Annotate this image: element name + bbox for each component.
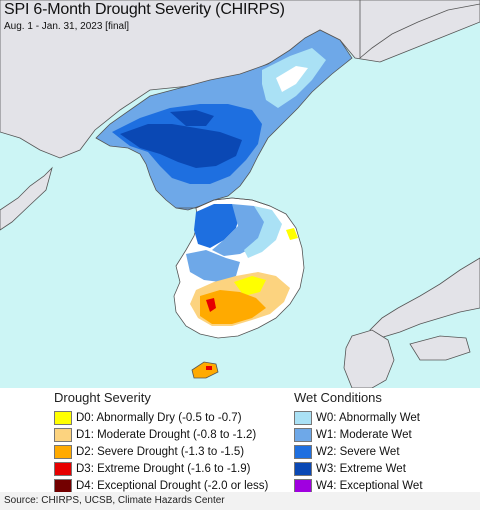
- legend-label: W1: Moderate Wet: [316, 428, 412, 441]
- land-russia: [359, 0, 480, 59]
- wet-legend: Wet Conditions W0: Abnormally Wet W1: Mo…: [294, 390, 423, 494]
- legend-swatch: [294, 427, 312, 442]
- legend-item-w1: W1: Moderate Wet: [294, 426, 423, 443]
- land-japan-honshu: [369, 257, 480, 339]
- legend-label: D3: Extreme Drought (-1.6 to -1.9): [76, 462, 251, 475]
- map-subtitle: Aug. 1 - Jan. 31, 2023 [final]: [4, 21, 130, 32]
- region-sk-central-wet: [186, 250, 240, 282]
- legend-label: D2: Severe Drought (-1.3 to -1.5): [76, 445, 245, 458]
- legend-swatch: [54, 410, 72, 425]
- legend-label: W4: Exceptional Wet: [316, 479, 423, 492]
- border-korea: [176, 197, 271, 209]
- legend-swatch: [54, 444, 72, 459]
- source-credit: Source: CHIRPS, UCSB, Climate Hazards Ce…: [4, 495, 225, 506]
- land-japan-kyushu: [343, 329, 395, 388]
- region-nk-normal: [276, 66, 308, 92]
- legend: Drought Severity D0: Abnormally Dry (-0.…: [0, 388, 480, 494]
- region-nk-extreme-wet-2: [170, 110, 214, 126]
- legend-swatch: [294, 478, 312, 493]
- region-sk-severe-wet: [194, 204, 240, 248]
- region-sk-severe-drought: [200, 290, 266, 324]
- drought-legend-heading: Drought Severity: [54, 390, 151, 405]
- legend-item-w4: W4: Exceptional Wet: [294, 477, 423, 494]
- region-nk-extreme-wet: [120, 124, 242, 168]
- map-title: SPI 6-Month Drought Severity (CHIRPS): [4, 1, 285, 18]
- region-sk-abnormally-wet: [244, 206, 282, 258]
- legend-label: D0: Abnormally Dry (-0.5 to -0.7): [76, 411, 242, 424]
- land-japan-shikoku: [409, 335, 471, 361]
- legend-label: W0: Abnormally Wet: [316, 411, 420, 424]
- legend-item-w0: W0: Abnormally Wet: [294, 409, 423, 426]
- legend-label: W3: Extreme Wet: [316, 462, 406, 475]
- legend-swatch: [294, 410, 312, 425]
- legend-swatch: [54, 427, 72, 442]
- region-sk-extreme-drought: [206, 298, 216, 312]
- drought-map: [0, 0, 480, 388]
- legend-swatch: [294, 461, 312, 476]
- region-jeju: [191, 361, 219, 379]
- legend-label: W2: Severe Wet: [316, 445, 400, 458]
- map-area: SPI 6-Month Drought Severity (CHIRPS) Au…: [0, 0, 480, 388]
- map-title-block: SPI 6-Month Drought Severity (CHIRPS) Au…: [4, 0, 285, 33]
- land-china-west: [0, 166, 53, 231]
- region-jeju-extreme: [206, 366, 212, 370]
- footer: Source: CHIRPS, UCSB, Climate Hazards Ce…: [0, 492, 480, 510]
- legend-label: D4: Exceptional Drought (-2.0 or less): [76, 479, 269, 492]
- legend-swatch: [294, 444, 312, 459]
- legend-label: D1: Moderate Drought (-0.8 to -1.2): [76, 428, 257, 441]
- legend-item-w2: W2: Severe Wet: [294, 443, 423, 460]
- legend-swatch: [54, 461, 72, 476]
- legend-item-d0: D0: Abnormally Dry (-0.5 to -0.7): [54, 409, 268, 426]
- region-sk-abnormally-dry: [234, 276, 266, 296]
- region-sk-abnormally-dry-east: [286, 228, 298, 240]
- drought-legend: Drought Severity D0: Abnormally Dry (-0.…: [54, 390, 268, 494]
- legend-item-d1: D1: Moderate Drought (-0.8 to -1.2): [54, 426, 268, 443]
- legend-item-d3: D3: Extreme Drought (-1.6 to -1.9): [54, 460, 268, 477]
- legend-item-w3: W3: Extreme Wet: [294, 460, 423, 477]
- legend-swatch: [54, 478, 72, 493]
- legend-item-d2: D2: Severe Drought (-1.3 to -1.5): [54, 443, 268, 460]
- wet-legend-heading: Wet Conditions: [294, 390, 382, 405]
